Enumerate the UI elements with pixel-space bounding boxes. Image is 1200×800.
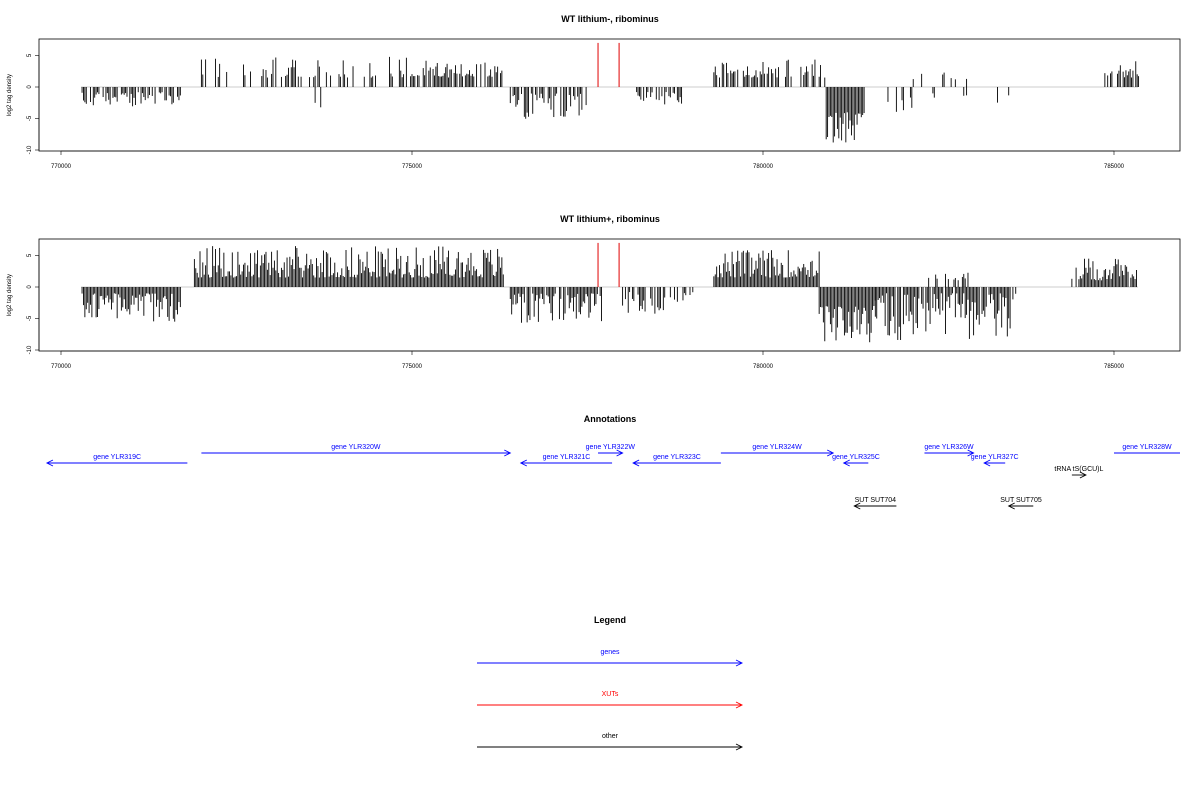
legend-arrowhead <box>735 701 744 709</box>
feature-label: gene YLR322W <box>586 444 636 451</box>
y-tick-label: -10 <box>27 145 33 154</box>
feature-label: gene YLR325C <box>832 454 880 461</box>
annotation-feature: gene YLR322W <box>586 444 636 457</box>
annotation-feature: gene YLR326W <box>924 444 975 457</box>
annotation-feature: gene YLR328W <box>1114 444 1180 454</box>
annotations-title: Annotations <box>584 414 637 424</box>
arrowhead <box>1007 502 1015 510</box>
y-tick-label: 0 <box>27 85 33 89</box>
x-axis: 770000 775000 780000 785000 <box>51 150 1125 170</box>
arrowhead <box>45 459 54 467</box>
arrowhead <box>826 449 835 457</box>
arrowhead <box>504 449 512 457</box>
feature-label: gene YLR320W <box>331 444 381 451</box>
legend-label: other <box>602 733 619 740</box>
legend-arrowhead <box>735 743 744 751</box>
x-tick-label: 785000 <box>1104 164 1125 170</box>
legend-entry: XUTs <box>477 691 744 709</box>
arrowhead <box>983 459 991 467</box>
feature-label: gene YLR321C <box>543 454 591 461</box>
annotation-feature: tRNA tS(GCU)L <box>1054 466 1104 479</box>
arrowhead <box>967 449 975 457</box>
annotation-feature: SUT SUT704 <box>853 497 897 510</box>
highlight-bars <box>597 42 620 87</box>
y-tick-label: 5 <box>27 53 33 57</box>
density-bars <box>81 56 1140 143</box>
y-axis-label: log2 tag density <box>7 74 13 116</box>
annotation-feature: SUT SUT705 <box>1000 497 1042 510</box>
arrowhead <box>632 459 640 467</box>
legend-label: XUTs <box>602 691 619 698</box>
highlight-bars <box>597 242 620 287</box>
x-tick-label: 770000 <box>51 164 72 170</box>
y-tick-label: -5 <box>27 115 33 121</box>
feature-label: SUT SUT704 <box>855 497 897 504</box>
arrowhead <box>519 459 528 467</box>
arrowhead <box>1079 471 1087 479</box>
x-tick-label: 770000 <box>51 364 72 370</box>
legend-entry: genes <box>477 649 744 667</box>
feature-label: gene YLR324W <box>752 444 802 451</box>
x-tick-label: 780000 <box>753 364 774 370</box>
panel-title: WT lithium-, ribominus <box>561 14 659 24</box>
feature-label: SUT SUT705 <box>1000 497 1042 504</box>
legend: Legend genes XUTs other <box>477 615 744 751</box>
arrowhead <box>616 449 624 457</box>
panel-title: WT lithium+, ribominus <box>560 214 660 224</box>
arrowhead <box>842 459 850 467</box>
annotation-feature: gene YLR321C <box>519 454 613 467</box>
x-tick-label: 775000 <box>402 164 423 170</box>
annotation-feature: gene YLR327C <box>971 454 1019 467</box>
feature-label: gene YLR327C <box>971 454 1019 461</box>
y-axis-label: log2 tag density <box>7 274 13 316</box>
feature-label: tRNA tS(GCU)L <box>1054 466 1103 473</box>
feature-label: gene YLR326W <box>924 444 974 451</box>
y-tick-label: 5 <box>27 253 33 257</box>
legend-title: Legend <box>594 615 626 625</box>
feature-label: gene YLR328W <box>1122 444 1172 451</box>
y-axis: -10 -5 0 5 <box>27 53 40 154</box>
annotation-feature: gene YLR319C <box>45 454 188 467</box>
legend-label: genes <box>600 649 620 656</box>
track-panel-lithium-minus: WT lithium-, ribominus log2 tag density … <box>7 14 1181 170</box>
y-tick-label: 0 <box>27 285 33 289</box>
x-tick-label: 780000 <box>753 164 774 170</box>
annotation-feature: gene YLR324W <box>720 444 835 457</box>
y-tick-label: -5 <box>27 315 33 321</box>
legend-entries: genes XUTs other <box>477 649 744 751</box>
legend-arrowhead <box>735 659 744 667</box>
feature-label: gene YLR323C <box>653 454 701 461</box>
annotation-features: gene YLR319C gene YLR320W gene YLR321C gene… <box>45 444 1180 510</box>
annotation-feature: gene YLR323C <box>632 454 721 467</box>
feature-label: gene YLR319C <box>93 454 141 461</box>
legend-entry: other <box>477 733 744 751</box>
track-panel-lithium-plus: WT lithium+, ribominus log2 tag density … <box>7 214 1181 370</box>
y-axis: -10 -5 0 5 <box>27 253 40 354</box>
annotation-feature: gene YLR320W <box>201 444 512 457</box>
x-axis: 770000 775000 780000 785000 <box>51 350 1125 370</box>
y-tick-label: -10 <box>27 345 33 354</box>
annotation-feature: gene YLR325C <box>832 454 880 467</box>
arrowhead <box>853 502 861 510</box>
density-bars <box>81 246 1137 343</box>
x-tick-label: 775000 <box>402 364 423 370</box>
x-tick-label: 785000 <box>1104 364 1125 370</box>
